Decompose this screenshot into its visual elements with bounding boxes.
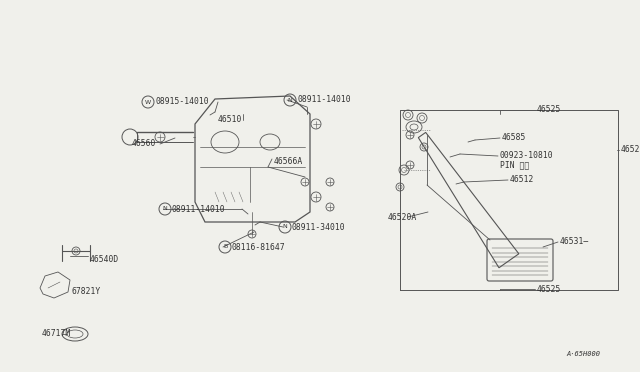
Text: 46525: 46525	[537, 285, 561, 295]
Text: 08915-14010: 08915-14010	[155, 97, 209, 106]
Text: 46520A: 46520A	[388, 212, 417, 221]
Text: 46512: 46512	[510, 176, 534, 185]
Text: 46520: 46520	[621, 145, 640, 154]
Text: 08116-81647: 08116-81647	[232, 243, 285, 251]
Text: 08911-14010: 08911-14010	[172, 205, 226, 214]
Text: PIN ビン: PIN ビン	[500, 160, 529, 170]
Text: W: W	[145, 99, 151, 105]
Text: 46531—: 46531—	[560, 237, 589, 247]
Text: 67821Y: 67821Y	[72, 288, 101, 296]
Text: 46525: 46525	[537, 106, 561, 115]
Text: 00923-10810: 00923-10810	[500, 151, 554, 160]
Text: N: N	[163, 206, 168, 212]
Text: 46560: 46560	[132, 140, 156, 148]
Text: 46585: 46585	[502, 134, 526, 142]
Text: 46717M: 46717M	[42, 330, 71, 339]
Text: B: B	[223, 244, 227, 250]
Text: 08911-34010: 08911-34010	[292, 222, 346, 231]
Text: 46510: 46510	[218, 115, 243, 125]
Text: N: N	[283, 224, 287, 230]
Text: 46566A: 46566A	[274, 157, 303, 167]
Text: N: N	[287, 97, 292, 103]
Text: 08911-14010: 08911-14010	[297, 96, 351, 105]
Text: 46540D: 46540D	[90, 254, 119, 263]
Text: A·65H000: A·65H000	[566, 351, 600, 357]
